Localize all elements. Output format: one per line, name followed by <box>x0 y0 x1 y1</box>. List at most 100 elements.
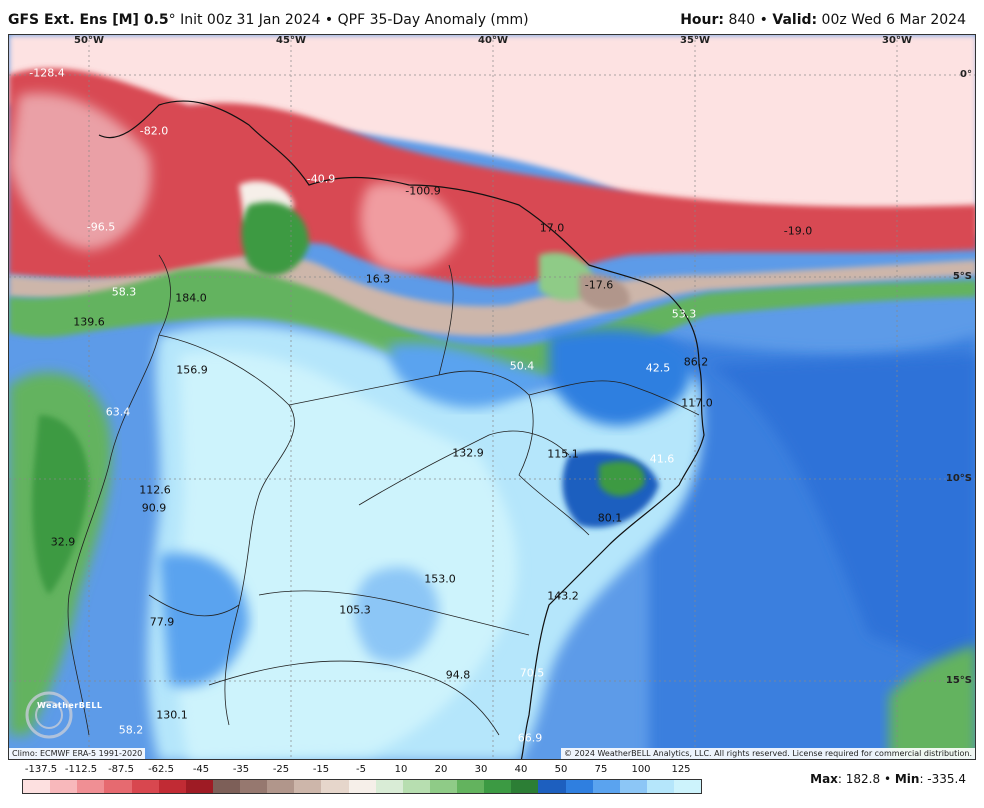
legend-swatch <box>240 780 268 793</box>
legend-tick-label: -137.5 <box>24 764 58 775</box>
legend-swatch <box>429 780 457 793</box>
value-label: -100.9 <box>405 184 441 198</box>
value-label: -82.0 <box>139 124 169 138</box>
longitude-label: 35°W <box>680 35 710 46</box>
legend-swatch <box>565 780 593 793</box>
value-label: 63.4 <box>105 405 131 419</box>
max-label: Max <box>810 772 838 786</box>
copyright-credit: © 2024 WeatherBELL Analytics, LLC. All r… <box>561 748 975 759</box>
legend-swatch <box>402 780 430 793</box>
legend-tick-label: -62.5 <box>148 764 174 775</box>
longitude-label: 50°W <box>74 35 104 46</box>
title-bullet: • <box>320 12 338 28</box>
value-label: 77.9 <box>149 615 175 629</box>
latitude-label: 5°S <box>952 271 972 282</box>
value-label: 90.9 <box>141 501 167 515</box>
header-bullet: • <box>755 12 773 28</box>
legend-tick-label: 30 <box>474 764 488 775</box>
longitude-label: 40°W <box>478 35 508 46</box>
value-label: 80.1 <box>597 511 623 525</box>
value-label: 17.0 <box>539 221 565 235</box>
legend-swatch <box>538 780 566 793</box>
max-value: : 182.8 <box>837 772 881 786</box>
value-label: 117.0 <box>681 396 713 410</box>
value-label: -40.9 <box>306 172 336 186</box>
value-label: -17.6 <box>584 278 614 292</box>
legend-tick-label: 10 <box>394 764 408 775</box>
longitude-label: 30°W <box>882 35 912 46</box>
legend-swatch <box>619 780 647 793</box>
map-title: GFS Ext. Ens [M] 0.5° Init 00z 31 Jan 20… <box>8 12 529 28</box>
legend-swatch <box>77 780 105 793</box>
legend-swatch <box>104 780 132 793</box>
value-label: 130.1 <box>156 708 188 722</box>
value-label: 53.3 <box>671 307 697 321</box>
color-legend: -137.5 -112.5 -87.5 -62.5 -45 -35 -25 -15 -5 10 20… <box>22 764 702 794</box>
latitude-label: 0° <box>960 69 972 80</box>
anomaly-map: 50°W 45°W 40°W 35°W 30°W 0° 5°S 10°S 15°… <box>8 34 976 760</box>
model-name: GFS Ext. Ens [M] 0.5 <box>8 12 169 28</box>
legend-swatch <box>484 780 512 793</box>
value-label: -128.4 <box>29 66 65 80</box>
legend-tick-label: 100 <box>631 764 651 775</box>
legend-swatch <box>23 780 51 793</box>
value-label: 86.2 <box>683 355 709 369</box>
legend-tick-label: -45 <box>192 764 210 775</box>
init-time: Init 00z 31 Jan 2024 <box>175 12 321 28</box>
legend-swatch <box>457 780 485 793</box>
value-label: 94.8 <box>445 668 471 682</box>
legend-tick-label: 40 <box>514 764 528 775</box>
legend-tick-label: -15 <box>312 764 330 775</box>
value-label: 70.5 <box>519 666 545 680</box>
legend-bar <box>22 779 702 794</box>
legend-tick-label: -25 <box>272 764 290 775</box>
hour-label: Hour: <box>680 12 725 28</box>
legend-swatch <box>50 780 78 793</box>
product-name: QPF 35-Day Anomaly (mm) <box>337 12 529 28</box>
value-label: 41.6 <box>649 452 675 466</box>
value-label: 50.4 <box>509 359 535 373</box>
stats-bullet: • <box>880 772 895 786</box>
valid-value: 00z Wed 6 Mar 2024 <box>817 12 966 28</box>
legend-swatch <box>674 780 702 793</box>
map-field <box>9 35 975 759</box>
value-label: 153.0 <box>424 572 456 586</box>
legend-tick-label: -5 <box>356 764 366 775</box>
value-label: 143.2 <box>547 589 579 603</box>
value-label: 184.0 <box>175 291 207 305</box>
value-label: 156.9 <box>176 363 208 377</box>
weatherbell-logo: WeatherBELL <box>15 687 103 731</box>
legend-swatch <box>646 780 674 793</box>
legend-swatch <box>212 780 240 793</box>
legend-tick-label: 75 <box>594 764 608 775</box>
value-label: 16.3 <box>365 272 391 286</box>
value-label: 42.5 <box>645 361 671 375</box>
value-label: 32.9 <box>50 535 76 549</box>
legend-swatch <box>348 780 376 793</box>
legend-swatch <box>592 780 620 793</box>
value-label: 132.9 <box>452 446 484 460</box>
latitude-label: 10°S <box>945 473 972 484</box>
legend-tick-label: 20 <box>434 764 448 775</box>
hour-value: 840 <box>724 12 756 28</box>
legend-tick-label: -87.5 <box>108 764 134 775</box>
legend-swatch <box>294 780 322 793</box>
value-label: 58.2 <box>118 723 144 737</box>
logo-text: WeatherBELL <box>37 701 103 710</box>
valid-label: Valid: <box>772 12 818 28</box>
legend-swatch <box>158 780 186 793</box>
legend-swatch <box>375 780 403 793</box>
value-label: 105.3 <box>339 603 371 617</box>
valid-time: Hour: 840 • Valid: 00z Wed 6 Mar 2024 <box>680 12 966 28</box>
legend-tick-label: 125 <box>671 764 691 775</box>
longitude-label: 45°W <box>276 35 306 46</box>
climo-credit: Climo: ECMWF ERA-5 1991-2020 <box>9 748 146 759</box>
legend-tick-label: -112.5 <box>64 764 98 775</box>
value-label: 66.9 <box>517 731 543 745</box>
header: GFS Ext. Ens [M] 0.5° Init 00z 31 Jan 20… <box>0 0 984 34</box>
legend-swatch <box>185 780 213 793</box>
max-min-stats: Max: 182.8 • Min: -335.4 <box>810 772 966 786</box>
value-label: -96.5 <box>86 220 116 234</box>
value-label: 139.6 <box>73 315 105 329</box>
legend-swatch <box>321 780 349 793</box>
